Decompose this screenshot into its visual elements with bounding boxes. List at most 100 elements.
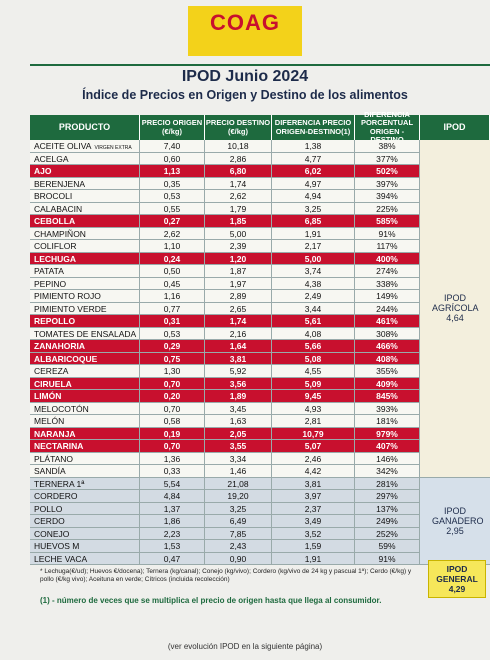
cell-destination: 21,08 xyxy=(205,477,272,490)
product-name: TERNERA 1ª xyxy=(30,477,140,490)
product-name: CORDERO xyxy=(30,490,140,503)
cell-destination: 7,85 xyxy=(205,527,272,540)
product-name: PLÁTANO xyxy=(30,452,140,465)
cell-difference: 1,59 xyxy=(272,540,355,553)
cell-origin: 1,10 xyxy=(140,240,205,253)
cell-percent: 408% xyxy=(355,352,420,365)
cell-difference: 3,25 xyxy=(272,202,355,215)
product-name: MELOCOTÓN xyxy=(30,402,140,415)
product-name: REPOLLO xyxy=(30,315,140,328)
cell-origin: 0,70 xyxy=(140,402,205,415)
cell-difference: 5,00 xyxy=(272,252,355,265)
ipod-value: 4,64 xyxy=(446,313,464,324)
cell-difference: 3,49 xyxy=(272,515,355,528)
cell-origin: 2,62 xyxy=(140,227,205,240)
product-name: HUEVOS M xyxy=(30,540,140,553)
cell-destination: 1,64 xyxy=(205,340,272,353)
cell-difference: 6,85 xyxy=(272,215,355,228)
cell-origin: 0,27 xyxy=(140,215,205,228)
cell-origin: 4,84 xyxy=(140,490,205,503)
cell-difference: 3,74 xyxy=(272,265,355,278)
cell-destination: 10,18 xyxy=(205,140,272,153)
cell-origin: 0,31 xyxy=(140,315,205,328)
product-name: MELÓN xyxy=(30,415,140,428)
cell-difference: 4,97 xyxy=(272,177,355,190)
logo xyxy=(188,6,302,56)
cell-difference: 3,81 xyxy=(272,477,355,490)
cell-destination: 1,79 xyxy=(205,202,272,215)
cell-destination: 1,46 xyxy=(205,465,272,478)
cell-percent: 845% xyxy=(355,390,420,403)
product-name: CERDO xyxy=(30,515,140,528)
product-name: BROCOLI xyxy=(30,190,140,203)
cell-percent: 409% xyxy=(355,377,420,390)
cell-destination: 3,81 xyxy=(205,352,272,365)
cell-difference: 2,37 xyxy=(272,502,355,515)
product-name: CEREZA xyxy=(30,365,140,378)
next-page-note: (ver evolución IPOD en la siguiente pági… xyxy=(167,642,323,651)
cell-origin: 0,53 xyxy=(140,190,205,203)
cell-destination: 1,74 xyxy=(205,315,272,328)
cell-destination: 6,80 xyxy=(205,165,272,178)
cell-destination: 1,63 xyxy=(205,415,272,428)
cell-destination: 3,34 xyxy=(205,452,272,465)
cell-destination: 2,05 xyxy=(205,427,272,440)
cell-origin: 0,50 xyxy=(140,265,205,278)
subtitle: Índice de Precios en Origen y Destino de… xyxy=(82,88,408,102)
units-note: * Lechuga(€/ud); Huevos €/docena); Terne… xyxy=(40,568,412,583)
product-name: POLLO xyxy=(30,502,140,515)
product-name: ACEITE OLIVA VIRGEN EXTRA xyxy=(30,140,140,153)
cell-destination: 3,45 xyxy=(205,402,272,415)
cell-percent: 59% xyxy=(355,540,420,553)
cell-percent: 149% xyxy=(355,290,420,303)
cell-percent: 225% xyxy=(355,202,420,215)
cell-origin: 1,16 xyxy=(140,290,205,303)
cell-percent: 146% xyxy=(355,452,420,465)
cell-origin: 1,53 xyxy=(140,540,205,553)
cell-origin: 2,23 xyxy=(140,527,205,540)
product-name: BERENJENA xyxy=(30,177,140,190)
cell-percent: 394% xyxy=(355,190,420,203)
product-name: ACELGA xyxy=(30,152,140,165)
cell-destination: 0,90 xyxy=(205,552,272,565)
cell-difference: 5,61 xyxy=(272,315,355,328)
cell-difference: 10,79 xyxy=(272,427,355,440)
cell-origin: 0,70 xyxy=(140,377,205,390)
product-name: NECTARINA xyxy=(30,440,140,453)
cell-destination: 2,65 xyxy=(205,302,272,315)
cell-origin: 0,47 xyxy=(140,552,205,565)
cell-difference: 4,08 xyxy=(272,327,355,340)
ipod-value: 2,95 xyxy=(446,525,464,536)
cell-origin: 0,35 xyxy=(140,177,205,190)
cell-destination: 1,85 xyxy=(205,215,272,228)
product-name: PIMIENTO ROJO xyxy=(30,290,140,303)
cell-origin: 0,60 xyxy=(140,152,205,165)
cell-difference: 2,17 xyxy=(272,240,355,253)
cell-percent: 585% xyxy=(355,215,420,228)
cell-origin: 1,13 xyxy=(140,165,205,178)
column-header: PRECIO DESTINO (€/kg) xyxy=(205,115,272,140)
cell-origin: 0,29 xyxy=(140,340,205,353)
cell-percent: 397% xyxy=(355,177,420,190)
product-name: CHAMPIÑON xyxy=(30,227,140,240)
cell-origin: 0,33 xyxy=(140,465,205,478)
cell-percent: 407% xyxy=(355,440,420,453)
cell-destination: 2,16 xyxy=(205,327,272,340)
cell-origin: 0,75 xyxy=(140,352,205,365)
cell-origin: 0,24 xyxy=(140,252,205,265)
cell-difference: 2,81 xyxy=(272,415,355,428)
cell-percent: 338% xyxy=(355,277,420,290)
cell-destination: 1,87 xyxy=(205,265,272,278)
cell-difference: 5,07 xyxy=(272,440,355,453)
cell-destination: 19,20 xyxy=(205,490,272,503)
product-name: SANDÍA xyxy=(30,465,140,478)
product-name: LIMÓN xyxy=(30,390,140,403)
cell-destination: 2,89 xyxy=(205,290,272,303)
product-name: CONEJO xyxy=(30,527,140,540)
cell-origin: 0,58 xyxy=(140,415,205,428)
product-name: LECHUGA xyxy=(30,252,140,265)
cell-difference: 5,08 xyxy=(272,352,355,365)
cell-percent: 466% xyxy=(355,340,420,353)
cell-destination: 1,89 xyxy=(205,390,272,403)
cell-percent: 91% xyxy=(355,552,420,565)
